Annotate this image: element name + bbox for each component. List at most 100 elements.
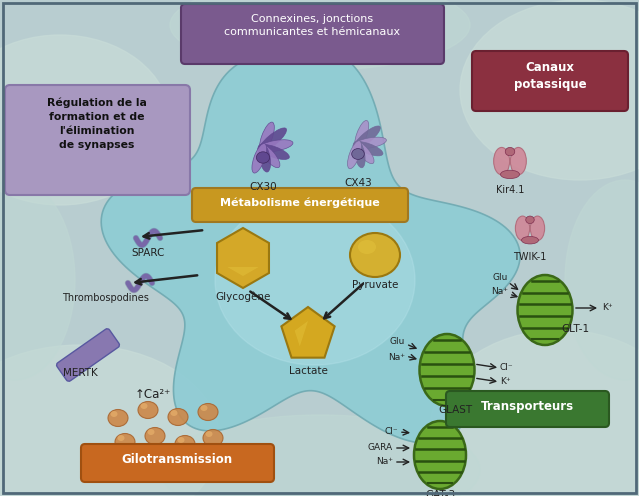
Ellipse shape xyxy=(353,141,383,156)
Ellipse shape xyxy=(355,141,374,164)
Ellipse shape xyxy=(353,137,387,149)
Ellipse shape xyxy=(160,449,180,467)
Ellipse shape xyxy=(160,415,480,496)
Ellipse shape xyxy=(354,126,380,149)
Text: Gilotransmission: Gilotransmission xyxy=(121,453,233,466)
Ellipse shape xyxy=(351,149,364,159)
Ellipse shape xyxy=(162,451,169,457)
Ellipse shape xyxy=(526,216,534,224)
Text: Glu: Glu xyxy=(390,337,405,347)
Text: Glu: Glu xyxy=(493,273,508,283)
Text: TWIK-1: TWIK-1 xyxy=(513,252,547,262)
Ellipse shape xyxy=(460,0,639,180)
Ellipse shape xyxy=(348,141,362,169)
Text: K⁺: K⁺ xyxy=(500,377,511,386)
Ellipse shape xyxy=(108,410,128,427)
Ellipse shape xyxy=(530,216,544,241)
Ellipse shape xyxy=(355,121,369,149)
Ellipse shape xyxy=(259,144,280,168)
Ellipse shape xyxy=(252,143,266,173)
FancyBboxPatch shape xyxy=(81,444,274,482)
Ellipse shape xyxy=(494,147,510,175)
Ellipse shape xyxy=(518,275,573,345)
Ellipse shape xyxy=(430,330,639,496)
Ellipse shape xyxy=(201,405,208,411)
Ellipse shape xyxy=(516,216,530,241)
Polygon shape xyxy=(217,228,269,288)
Text: Kir4.1: Kir4.1 xyxy=(496,185,524,195)
Ellipse shape xyxy=(500,170,520,179)
Ellipse shape xyxy=(258,140,293,152)
Ellipse shape xyxy=(118,435,125,441)
Text: K⁺: K⁺ xyxy=(602,304,613,312)
Ellipse shape xyxy=(358,240,376,254)
FancyBboxPatch shape xyxy=(181,4,444,64)
FancyBboxPatch shape xyxy=(472,51,628,111)
Ellipse shape xyxy=(215,195,415,365)
Text: Cl⁻: Cl⁻ xyxy=(500,364,514,372)
Polygon shape xyxy=(101,46,520,443)
Ellipse shape xyxy=(565,180,639,380)
Ellipse shape xyxy=(111,411,118,417)
FancyBboxPatch shape xyxy=(446,391,609,427)
Text: CX43: CX43 xyxy=(344,178,372,188)
Ellipse shape xyxy=(206,431,213,437)
FancyBboxPatch shape xyxy=(5,85,190,195)
Text: Régulation de la
formation et de
l'élimination
de synapses: Régulation de la formation et de l'élimi… xyxy=(47,97,147,149)
Ellipse shape xyxy=(259,144,270,172)
Text: GLT-1: GLT-1 xyxy=(561,324,589,334)
Ellipse shape xyxy=(354,141,365,168)
Polygon shape xyxy=(227,267,259,276)
Ellipse shape xyxy=(171,410,178,416)
Text: Cl⁻: Cl⁻ xyxy=(385,428,398,436)
Text: Transporteurs: Transporteurs xyxy=(481,400,574,413)
Ellipse shape xyxy=(132,455,139,461)
Text: SPARC: SPARC xyxy=(131,248,165,258)
Ellipse shape xyxy=(178,437,185,443)
Ellipse shape xyxy=(521,237,539,244)
Ellipse shape xyxy=(259,128,286,152)
Ellipse shape xyxy=(0,345,220,496)
Ellipse shape xyxy=(350,233,400,277)
Text: GLAST: GLAST xyxy=(438,405,472,415)
Text: GARA: GARA xyxy=(368,443,393,452)
FancyBboxPatch shape xyxy=(192,188,408,222)
Ellipse shape xyxy=(190,455,210,473)
Ellipse shape xyxy=(0,35,170,205)
Text: Pyruvate: Pyruvate xyxy=(352,280,398,290)
Text: Lactate: Lactate xyxy=(289,366,327,376)
Ellipse shape xyxy=(192,457,199,463)
Text: Na⁺: Na⁺ xyxy=(491,288,508,297)
Ellipse shape xyxy=(203,430,223,446)
Text: MERTK: MERTK xyxy=(63,368,97,378)
Polygon shape xyxy=(281,307,335,358)
Text: CX30: CX30 xyxy=(249,182,277,192)
Ellipse shape xyxy=(175,435,195,452)
Ellipse shape xyxy=(148,429,155,435)
Text: Na⁺: Na⁺ xyxy=(376,457,393,467)
Text: Glycogène: Glycogène xyxy=(215,292,271,303)
Text: Thrombospodines: Thrombospodines xyxy=(61,293,148,303)
Text: Canaux
potassique: Canaux potassique xyxy=(514,61,587,91)
Ellipse shape xyxy=(511,147,527,175)
Text: Métabolisme énergétique: Métabolisme énergétique xyxy=(220,197,380,207)
Text: Na⁺: Na⁺ xyxy=(388,353,405,362)
Ellipse shape xyxy=(141,403,148,409)
Ellipse shape xyxy=(168,409,188,426)
Text: GAT-3: GAT-3 xyxy=(425,490,455,496)
Text: ↑Ca²⁺: ↑Ca²⁺ xyxy=(135,388,171,401)
Ellipse shape xyxy=(0,180,75,380)
Ellipse shape xyxy=(258,144,289,159)
Ellipse shape xyxy=(505,147,515,156)
Ellipse shape xyxy=(419,334,475,406)
Ellipse shape xyxy=(259,122,274,153)
Ellipse shape xyxy=(130,453,150,471)
Ellipse shape xyxy=(414,421,466,489)
Ellipse shape xyxy=(115,434,135,450)
Ellipse shape xyxy=(256,152,270,163)
Ellipse shape xyxy=(145,428,165,444)
Ellipse shape xyxy=(138,401,158,419)
Polygon shape xyxy=(295,321,308,346)
FancyBboxPatch shape xyxy=(56,329,119,381)
Ellipse shape xyxy=(198,404,218,421)
